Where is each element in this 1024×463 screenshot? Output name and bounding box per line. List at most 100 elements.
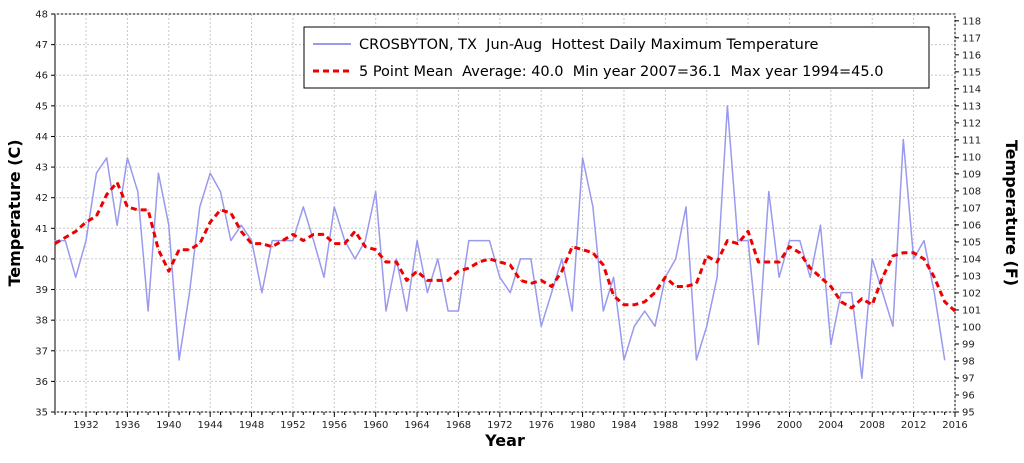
data-point [571, 246, 573, 248]
x-tick-label: 1960 [363, 420, 388, 431]
data-point [830, 285, 832, 287]
y-right-tick-label: 102 [962, 288, 981, 299]
data-point [188, 249, 190, 251]
data-point [302, 206, 304, 208]
y-tick-label: 40 [35, 254, 48, 265]
y-right-tick-label: 99 [962, 339, 975, 350]
y-right-tick-label: 97 [962, 373, 975, 384]
data-point [240, 230, 242, 232]
data-point [251, 243, 253, 245]
data-point [157, 172, 159, 174]
data-point [168, 224, 170, 226]
data-point [913, 252, 915, 254]
data-point [333, 206, 335, 208]
x-tick-label: 1932 [73, 420, 98, 431]
data-point [426, 279, 428, 281]
data-point [168, 270, 170, 272]
data-point [64, 236, 66, 238]
y-tick-label: 36 [35, 377, 48, 388]
data-point [468, 267, 470, 269]
data-point [209, 221, 211, 223]
data-point [582, 249, 584, 251]
data-point [737, 240, 739, 242]
data-point [561, 258, 563, 260]
data-point [788, 240, 790, 242]
data-point [861, 377, 863, 379]
data-point [106, 194, 108, 196]
data-point [364, 246, 366, 248]
y-right-tick-label: 110 [962, 152, 981, 163]
data-point [695, 282, 697, 284]
data-point [706, 255, 708, 257]
data-point [592, 252, 594, 254]
x-axis-title: Year [484, 431, 525, 450]
y-tick-label: 41 [35, 224, 48, 235]
data-point [375, 249, 377, 251]
data-point [416, 240, 418, 242]
y-tick-label: 42 [35, 193, 48, 204]
y-tick-label: 43 [35, 163, 48, 174]
data-point [902, 252, 904, 254]
data-point [726, 105, 728, 107]
data-point [271, 240, 273, 242]
y-right-tick-label: 118 [962, 16, 981, 27]
y-right-tick-label: 114 [962, 84, 981, 95]
series-layer [54, 105, 956, 380]
data-point [788, 246, 790, 248]
data-point [613, 295, 615, 297]
data-point [478, 261, 480, 263]
x-tick-label: 1996 [735, 420, 760, 431]
x-tick-label: 1972 [487, 420, 512, 431]
data-point [385, 261, 387, 263]
x-tick-label: 1964 [404, 420, 429, 431]
y-right-tick-label: 116 [962, 50, 981, 61]
data-point [851, 307, 853, 309]
data-point [902, 139, 904, 141]
data-point [623, 359, 625, 361]
data-point [675, 285, 677, 287]
data-point [644, 310, 646, 312]
data-point [737, 243, 739, 245]
data-point [726, 240, 728, 242]
x-tick-label: 1952 [280, 420, 305, 431]
data-point [447, 310, 449, 312]
data-point [768, 261, 770, 263]
legend-entry-mean: 5 Point Mean Average: 40.0 Min year 2007… [359, 64, 883, 80]
data-point [592, 206, 594, 208]
x-tick-label: 1980 [570, 420, 595, 431]
data-point [75, 276, 77, 278]
x-tick-label: 1968 [446, 420, 471, 431]
data-point [282, 240, 284, 242]
data-point [840, 292, 842, 294]
data-point [633, 325, 635, 327]
y-right-tick-label: 96 [962, 390, 975, 401]
data-point [188, 292, 190, 294]
y-right-tick-label: 95 [962, 408, 975, 419]
y-right-tick-label: 106 [962, 220, 981, 231]
data-point [530, 258, 532, 260]
data-point [302, 240, 304, 242]
data-point [137, 209, 139, 211]
x-tick-label: 2008 [860, 420, 885, 431]
y-axis-right-title: Temperature (F) [1002, 140, 1021, 286]
y-right-tick-label: 107 [962, 203, 981, 214]
data-point [199, 206, 201, 208]
data-point [530, 282, 532, 284]
data-point [768, 191, 770, 193]
data-point [933, 292, 935, 294]
data-point [230, 240, 232, 242]
data-point [509, 292, 511, 294]
data-point [644, 301, 646, 303]
data-point [344, 240, 346, 242]
data-point [323, 276, 325, 278]
y-tick-label: 39 [35, 285, 48, 296]
data-point [178, 249, 180, 251]
y-tick-label: 35 [35, 408, 48, 419]
data-point [778, 261, 780, 263]
data-point [499, 261, 501, 263]
data-point [375, 191, 377, 193]
y-right-tick-label: 98 [962, 356, 975, 367]
x-tick-label: 1936 [115, 420, 140, 431]
x-tick-label: 1956 [322, 420, 347, 431]
